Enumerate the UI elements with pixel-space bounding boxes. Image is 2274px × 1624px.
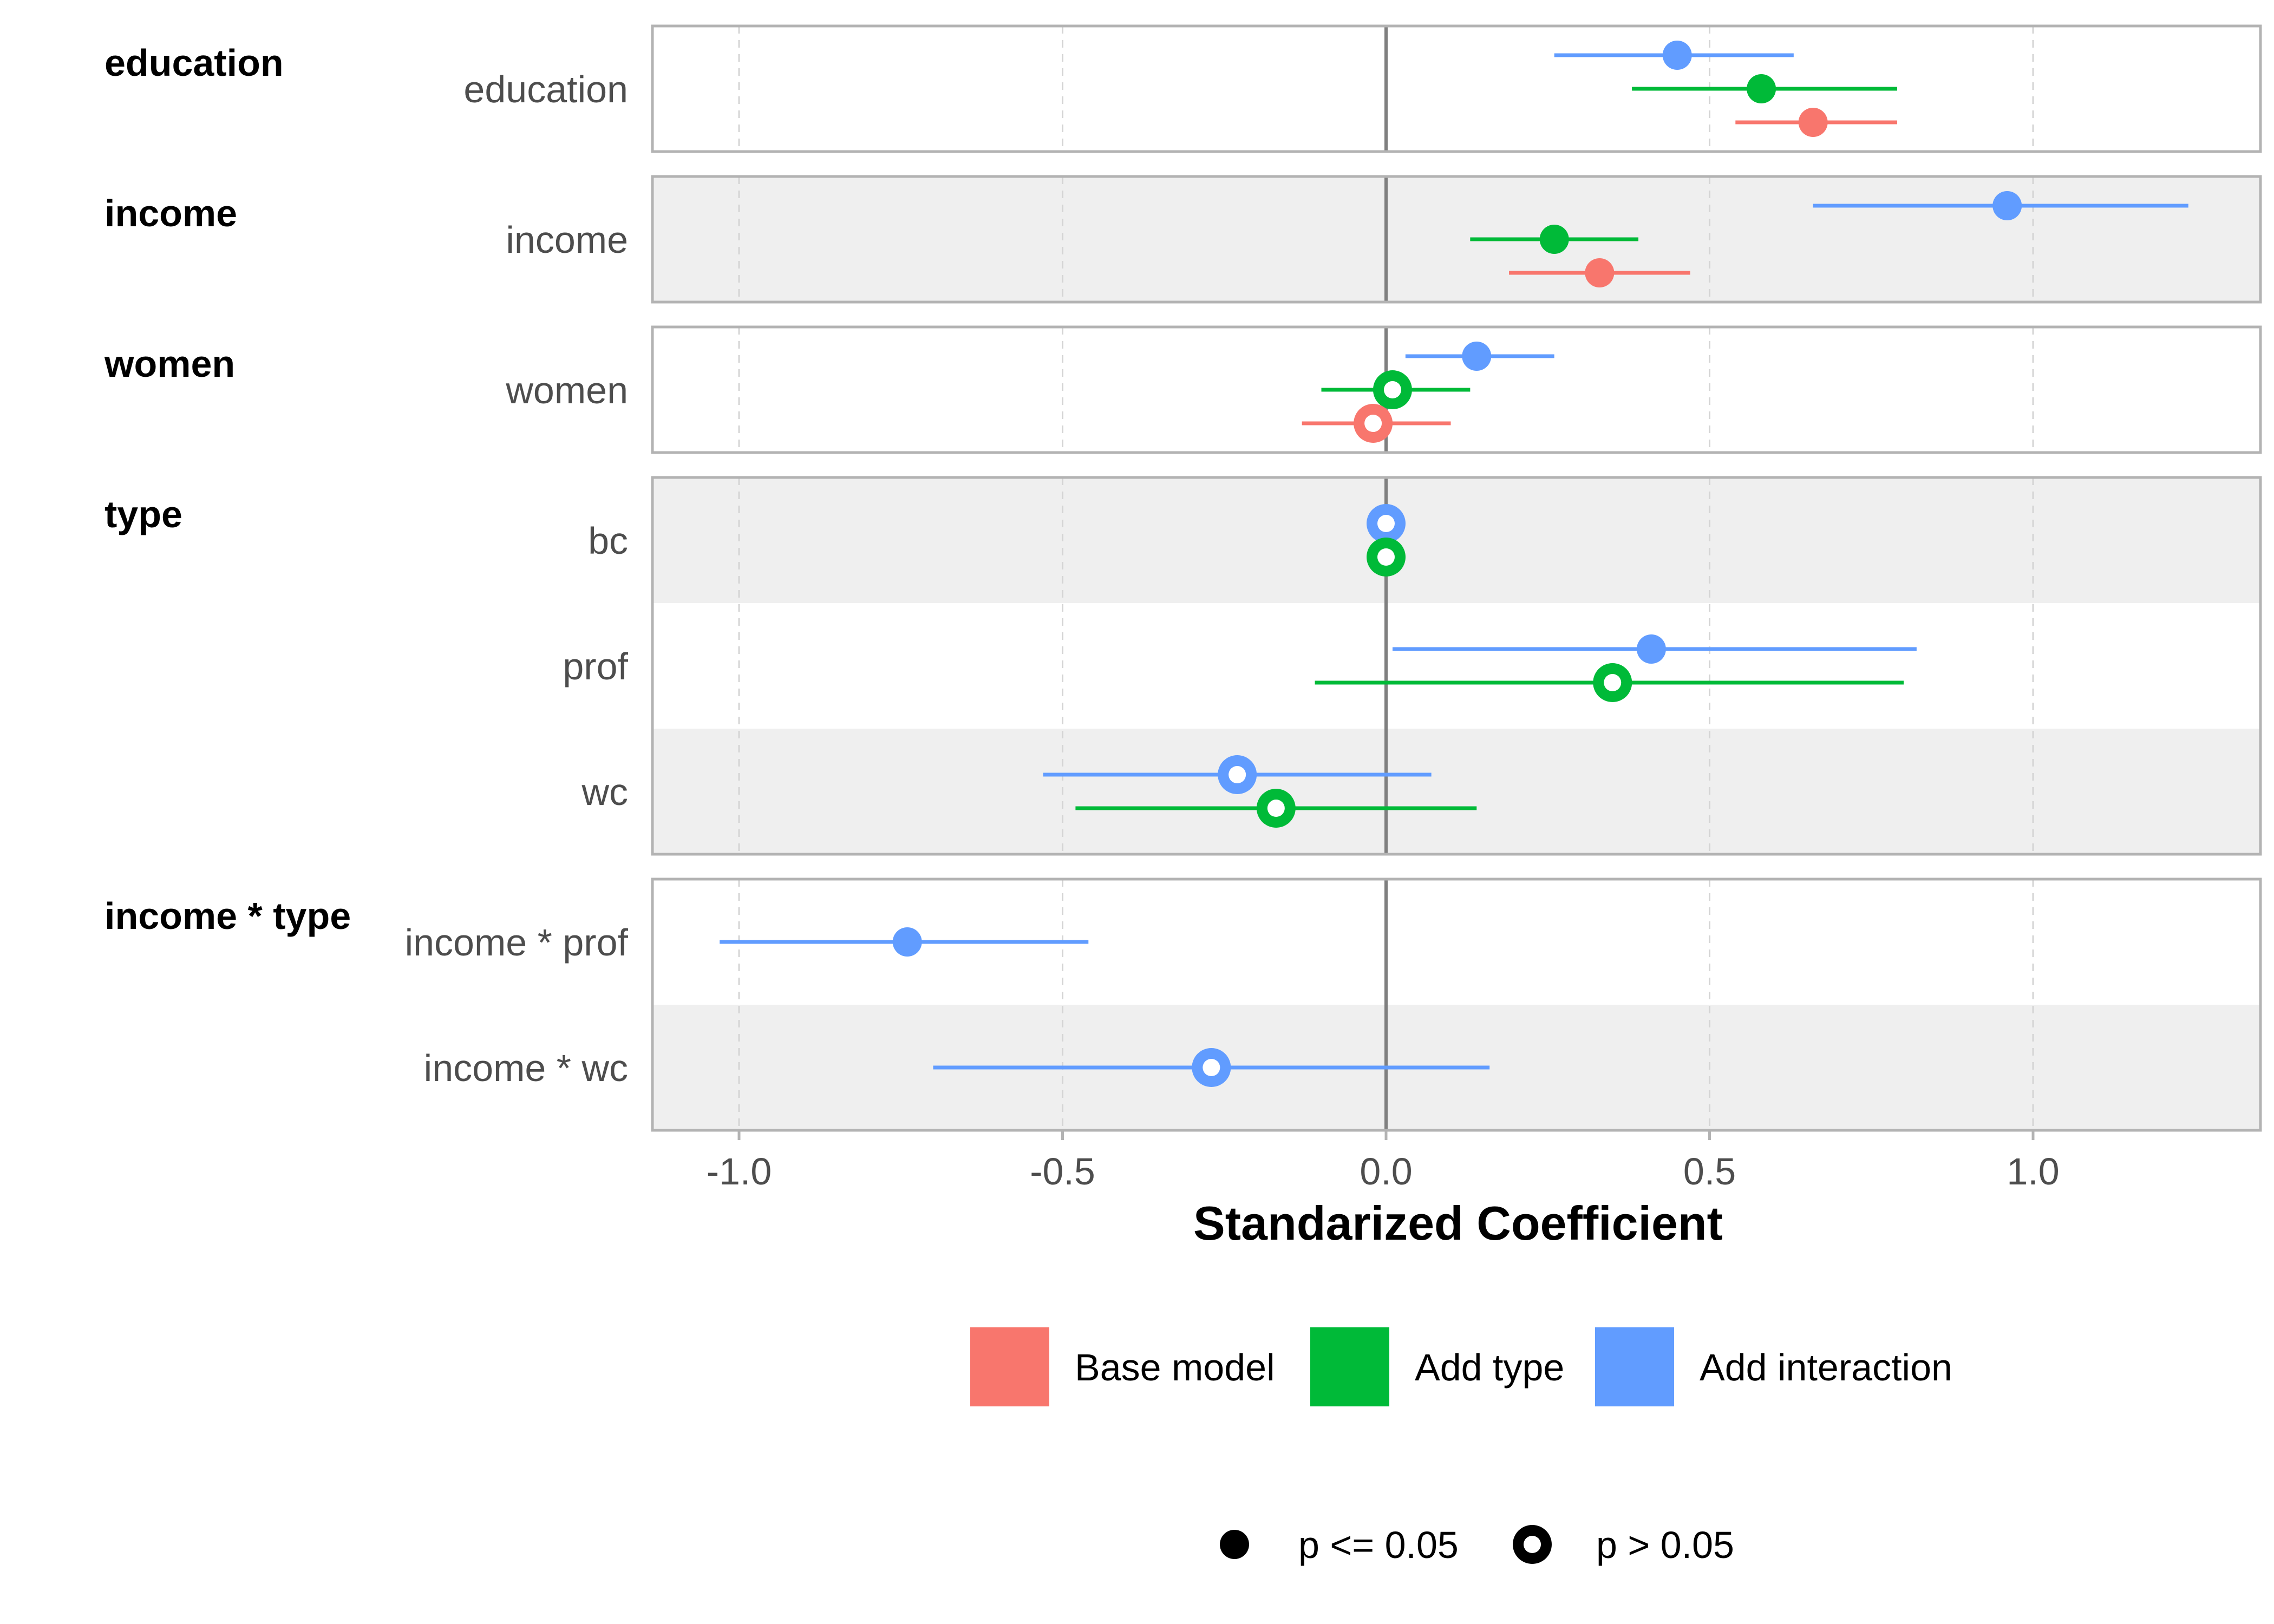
- group-label: women: [104, 343, 235, 385]
- estimate-income-add-interaction: [1813, 191, 2188, 220]
- estimate-wc-add-type: [1075, 789, 1477, 828]
- estimate-education-add-interaction: [1554, 41, 1794, 70]
- estimate-women-add-type: [1321, 370, 1471, 409]
- row-background: [652, 176, 2260, 302]
- legend-label: Base model: [1075, 1346, 1275, 1389]
- estimate-income-wc-add-interaction: [933, 1048, 1490, 1087]
- point-estimate: [1539, 225, 1569, 254]
- point-estimate: [1798, 108, 1828, 137]
- point-estimate-hole: [1229, 766, 1246, 783]
- legend-item-add-interaction: Add interaction: [1595, 1327, 1952, 1406]
- estimate-income-prof-add-interaction: [720, 927, 1089, 957]
- term-label: women: [505, 369, 628, 411]
- term-label: income * prof: [405, 921, 629, 964]
- model-legend: Base model Add type Add interaction: [970, 1327, 1952, 1406]
- term-label: income * wc: [424, 1047, 628, 1089]
- x-tick-label: 0.0: [1360, 1150, 1412, 1193]
- point-estimate-hole: [1377, 515, 1395, 532]
- facet-panel-income: income income: [104, 175, 2262, 304]
- group-label: income * type: [104, 895, 351, 937]
- estimate-prof-add-type: [1315, 663, 1904, 702]
- x-tick-label: 0.5: [1683, 1150, 1736, 1193]
- x-axis-title: Standarized Coefficient: [1193, 1196, 1723, 1250]
- term-label: bc: [588, 520, 628, 562]
- term-label: wc: [581, 771, 628, 813]
- term-label: income: [506, 219, 628, 261]
- point-estimate: [1662, 41, 1692, 70]
- point-estimate: [1747, 74, 1776, 103]
- facet-panels: educationeducationincomeincomewomenwomen…: [104, 24, 2262, 1132]
- legend-swatch: [970, 1327, 1049, 1406]
- legend-item-add-type: Add type: [1310, 1327, 1564, 1406]
- estimate-education-add-type: [1632, 74, 1898, 103]
- group-label: education: [104, 42, 284, 84]
- estimate-wc-add-interaction: [1043, 755, 1432, 794]
- point-estimate: [1992, 191, 2022, 220]
- point-estimate-hole: [1604, 674, 1622, 691]
- row-background: [652, 729, 2260, 854]
- legend-label: Add type: [1415, 1346, 1564, 1389]
- facet-panel-education: education education: [104, 24, 2262, 153]
- panel-border: [651, 878, 2262, 1132]
- point-estimate: [892, 927, 922, 957]
- point-estimate-hole: [1267, 800, 1285, 817]
- open-circle-hole: [1524, 1536, 1541, 1553]
- legend-label: p > 0.05: [1596, 1524, 1734, 1566]
- point-estimate: [1462, 342, 1492, 371]
- facet-panel-type: type bc prof wc: [104, 476, 2262, 856]
- point-estimate-hole: [1203, 1059, 1220, 1076]
- panel-border: [651, 24, 2262, 153]
- x-tick-label: -0.5: [1030, 1150, 1095, 1193]
- estimate-women-base-model: [1302, 404, 1451, 443]
- estimate-prof-add-interaction: [1392, 634, 1917, 664]
- row-background: [652, 477, 2260, 603]
- legend-item-base-model: Base model: [970, 1327, 1275, 1406]
- legend-label: p <= 0.05: [1298, 1524, 1459, 1566]
- group-label: type: [104, 493, 182, 535]
- legend-swatch: [1310, 1327, 1389, 1406]
- facet-panel-women: women women: [104, 325, 2262, 454]
- point-estimate-hole: [1383, 381, 1401, 398]
- legend-label: Add interaction: [1700, 1346, 1952, 1389]
- point-estimate-hole: [1364, 415, 1382, 432]
- group-label: income: [104, 192, 237, 234]
- panel-border: [651, 175, 2262, 304]
- point-estimate: [1636, 634, 1666, 664]
- x-tick-label: 1.0: [2007, 1150, 2059, 1193]
- legend-swatch: [1595, 1327, 1674, 1406]
- estimate-bc-add-interaction: [1367, 504, 1406, 543]
- point-estimate: [1585, 258, 1615, 287]
- estimate-income-add-type: [1470, 225, 1639, 254]
- facet-panel-income-type: income * type income * prof income * wc: [104, 878, 2262, 1132]
- estimate-women-add-interaction: [1405, 342, 1554, 371]
- term-label: education: [463, 68, 628, 110]
- legend-item-significant: p <= 0.05: [1220, 1524, 1459, 1566]
- x-axis: -1.0 -0.5 0.0 0.5 1.0: [707, 1130, 2060, 1193]
- panel-border: [651, 476, 2262, 856]
- x-tick-label: -1.0: [707, 1150, 772, 1193]
- row-background: [652, 26, 2260, 152]
- panel-border: [651, 325, 2262, 454]
- significance-legend: p <= 0.05 p > 0.05: [1220, 1524, 1734, 1566]
- estimate-bc-add-type: [1367, 538, 1406, 577]
- term-label: prof: [563, 645, 628, 687]
- filled-circle-icon: [1220, 1530, 1249, 1559]
- estimate-education-base-model: [1735, 108, 1898, 137]
- row-background: [652, 603, 2260, 729]
- point-estimate-hole: [1377, 548, 1395, 566]
- legend-item-not-significant: p > 0.05: [1513, 1524, 1734, 1566]
- estimate-income-base-model: [1509, 258, 1690, 287]
